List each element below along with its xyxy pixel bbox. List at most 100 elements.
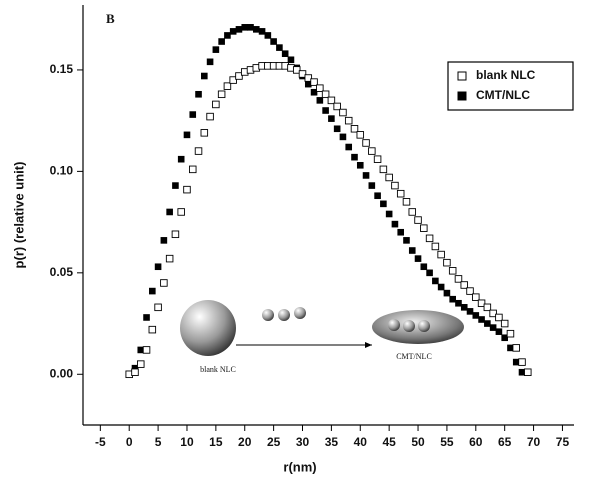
x-tick-label: 55 — [440, 435, 454, 449]
data-point — [472, 293, 480, 301]
data-point — [276, 44, 283, 51]
data-point — [304, 80, 312, 88]
data-point — [368, 182, 376, 189]
data-point — [356, 131, 365, 139]
data-point — [379, 165, 388, 174]
y-tick-label: 0.00 — [50, 366, 74, 380]
data-point — [148, 325, 157, 334]
data-point — [258, 28, 266, 35]
data-point — [137, 346, 145, 354]
data-point — [166, 208, 173, 216]
data-point — [443, 258, 451, 267]
data-point — [368, 147, 376, 155]
y-tick-label: 0.15 — [50, 62, 74, 76]
data-point — [489, 309, 497, 318]
x-tick-label: 60 — [469, 435, 483, 449]
annotation: blank NLC — [200, 365, 236, 374]
data-point — [518, 368, 526, 376]
data-point — [310, 88, 318, 96]
legend-label: blank NLC — [476, 68, 536, 82]
data-point — [229, 28, 237, 35]
data-point — [229, 76, 237, 84]
data-point — [270, 38, 277, 45]
data-point — [484, 320, 491, 327]
data-point — [478, 316, 485, 323]
data-point — [495, 313, 503, 322]
data-point — [432, 277, 439, 285]
data-point — [449, 295, 456, 303]
data-point — [165, 254, 174, 263]
data-point — [322, 107, 329, 114]
data-point — [374, 192, 381, 200]
data-point — [512, 358, 520, 366]
data-point — [339, 133, 347, 141]
x-tick-label: 10 — [180, 435, 194, 449]
data-point — [403, 237, 410, 244]
data-point — [200, 129, 209, 137]
x-tick-label: 75 — [556, 435, 570, 449]
data-point — [477, 299, 486, 308]
data-point — [172, 182, 179, 189]
data-point — [425, 234, 434, 243]
data-point — [437, 283, 445, 291]
data-point — [142, 346, 151, 354]
data-point — [287, 56, 295, 64]
data-point — [252, 26, 260, 33]
data-point — [264, 32, 272, 39]
x-tick-label: 65 — [498, 435, 512, 449]
data-point — [431, 242, 440, 251]
data-point — [310, 78, 318, 86]
data-point — [391, 220, 399, 228]
data-point — [235, 26, 243, 33]
data-point — [489, 324, 497, 331]
data-point — [460, 304, 468, 311]
x-tick-label: -5 — [95, 435, 106, 449]
x-tick-label: 30 — [296, 435, 310, 449]
data-point — [328, 115, 335, 122]
data-point — [177, 208, 185, 216]
x-tick-label: 25 — [267, 435, 281, 449]
x-tick-label: 15 — [209, 435, 223, 449]
data-point — [414, 216, 422, 224]
data-point — [217, 90, 226, 99]
data-point — [183, 131, 191, 139]
data-point — [350, 125, 359, 133]
data-point — [472, 312, 480, 319]
x-tick-label: 40 — [354, 435, 368, 449]
data-point — [397, 228, 405, 236]
data-point — [356, 161, 364, 169]
data-point — [512, 344, 520, 352]
data-point — [218, 38, 225, 45]
data-point — [223, 82, 232, 90]
data-point — [420, 263, 428, 271]
data-point — [183, 185, 191, 194]
data-point — [171, 230, 180, 239]
x-tick-label: 5 — [155, 435, 162, 449]
data-point — [454, 275, 463, 283]
data-point — [154, 263, 162, 271]
data-point — [455, 299, 462, 307]
data-point — [189, 111, 197, 118]
x-tick-label: 50 — [411, 435, 425, 449]
data-point — [426, 269, 433, 277]
data-point — [506, 329, 515, 338]
data-point — [333, 102, 341, 111]
data-point — [500, 319, 509, 328]
data-point — [247, 24, 254, 31]
data-point — [160, 237, 168, 244]
data-point — [212, 100, 220, 109]
data-point — [177, 155, 185, 163]
data-point — [281, 50, 289, 57]
data-point — [137, 360, 145, 368]
data-point — [443, 289, 451, 297]
data-point — [483, 303, 492, 312]
data-point — [362, 172, 370, 179]
data-point — [351, 153, 358, 161]
data-point — [333, 125, 341, 133]
data-point — [495, 328, 503, 335]
data-point — [149, 287, 156, 295]
legend-marker — [457, 91, 467, 101]
data-point — [362, 139, 370, 147]
data-point — [206, 58, 214, 66]
